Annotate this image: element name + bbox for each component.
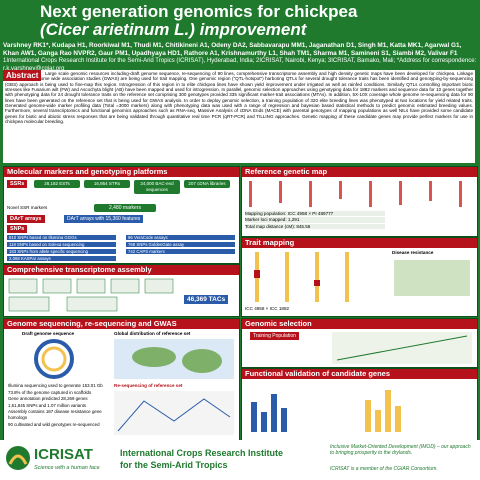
affiliations: 1International Crops Research Institute … xyxy=(3,58,477,72)
map-row: Mapping population: ICC 4958 × PI 489777 xyxy=(245,211,385,217)
section-title: Genomic selection xyxy=(242,319,477,329)
title: Next generation genomics for chickpea xyxy=(40,2,358,21)
ssr-box: 28,182 ESTs xyxy=(34,180,80,188)
label: DArT arrays xyxy=(7,215,45,223)
caption: ICC 4958 × ICC 1882 xyxy=(245,306,290,311)
trait-panel: Trait mapping Disease resistance ICC 495… xyxy=(241,237,478,317)
markers-panel: Molecular markers and genotyping platfor… xyxy=(3,166,240,264)
section-title: Functional validation of candidate genes xyxy=(242,369,477,379)
label: Novel SSR markers xyxy=(7,205,48,210)
label: Disease resistance xyxy=(392,250,434,255)
section-title: Trait mapping xyxy=(242,238,477,248)
tacs: 46,369 TACs xyxy=(184,295,229,304)
map-panel: Reference genetic map Mapping population… xyxy=(241,166,478,237)
map-row: Total map distance (cM): 845.56 xyxy=(245,223,385,230)
authors: Varshney RK1*, Kudapa H1, Roorkiwal M1, … xyxy=(3,42,462,57)
bullet: 90 cultivated and wild genotypes re-sequ… xyxy=(8,421,100,427)
bullet: 73.8% of the genome captured in scaffold… xyxy=(8,389,92,395)
org-name: International Crops Research Institute xyxy=(120,448,284,458)
total: 2,480 markers xyxy=(94,204,156,212)
transcriptome-panel: Comprehensive transcriptome assembly 46,… xyxy=(3,264,240,317)
abstract-text: Large scale genomic resources including-… xyxy=(3,70,475,163)
genome-panel: Genome sequencing, re-sequencing and GWA… xyxy=(3,318,240,441)
reseq-figure xyxy=(114,391,234,435)
section-title: Genome sequencing, re-sequencing and GWA… xyxy=(4,319,239,329)
abstract-label: Abstract xyxy=(3,70,42,81)
map-figure xyxy=(249,181,462,207)
section-title: Reference genetic map xyxy=(242,167,477,177)
title: (Cicer arietinum L.) improvement xyxy=(40,20,307,39)
footer: ICRISAT Science with a human face Intern… xyxy=(0,440,480,480)
section-title: Molecular markers and genotyping platfor… xyxy=(4,167,239,177)
snp-item: 742 CAPS markers xyxy=(126,249,235,254)
gs-panel: Genomic selection Training Population xyxy=(241,318,478,368)
snp-item: 118 SNPs based on Solexa sequencing xyxy=(7,242,116,247)
label: Re-sequencing of reference set xyxy=(114,383,183,388)
label: Draft genome sequence xyxy=(22,331,75,336)
disease-figure xyxy=(394,260,470,296)
label: Global distribution of reference set xyxy=(114,331,191,336)
snp-item: 810 SNPs based on Illumina GGGs xyxy=(7,235,116,240)
imod: Inclusive Market-Oriented Development (I… xyxy=(330,444,471,456)
label: SNPs xyxy=(7,225,28,233)
snp-item: 2,068 KASPar assays xyxy=(7,256,116,261)
ssr-box: 207 cDNA libraries xyxy=(184,180,230,188)
snp-item: 768 SNPs GoldenGate assay xyxy=(126,242,235,247)
dart-text: DArT arrays with 15,360 features xyxy=(64,215,144,223)
label: SSRs xyxy=(7,180,28,188)
snp-item: 183 SNPs from allele specific sequencing xyxy=(7,249,116,254)
org: ICRISAT xyxy=(34,446,93,463)
bullet: Assembly contains 187 disease resistance… xyxy=(8,409,102,420)
bullet: Illumina sequencing used to generate 153… xyxy=(8,383,103,388)
transcriptome-figure xyxy=(8,278,174,312)
genome-circle xyxy=(34,339,74,379)
org-name: for the Semi-Arid Tropics xyxy=(120,460,228,470)
logo xyxy=(6,446,30,470)
ssr-box: 16,954 STRs xyxy=(84,180,130,188)
snp-item: 96 VeraCode assays xyxy=(126,235,235,240)
ssr-box: 24,000 BAC-end sequences xyxy=(134,180,180,194)
map-row: Marker loci mapped: 1,291 xyxy=(245,217,385,223)
cgiar: ICRISAT is a member of the CGIAR Consort… xyxy=(330,466,438,472)
tagline: Science with a human face xyxy=(34,465,100,471)
bullet: 1,51,845 SNPs and 1.07 million variants xyxy=(8,402,87,408)
functional-figure xyxy=(251,390,401,432)
trait-figure xyxy=(254,252,349,302)
bullet: Gene annotation predicted 28,269 genes xyxy=(8,396,88,402)
section-title: Comprehensive transcriptome assembly xyxy=(4,265,239,275)
label: Training Population xyxy=(250,332,299,340)
world-map xyxy=(114,339,234,379)
functional-panel: Functional validation of candidate genes xyxy=(241,368,478,441)
gs-figure xyxy=(332,332,472,364)
